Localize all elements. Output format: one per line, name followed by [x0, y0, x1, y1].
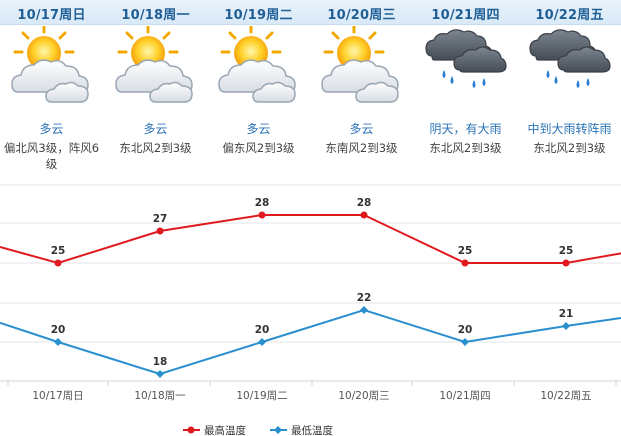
- high-temp-label: 25: [559, 245, 574, 257]
- partly-cloudy-icon: [8, 24, 96, 108]
- x-tick-label: 10/18周一: [134, 390, 186, 402]
- low-temp-label: 22: [357, 292, 372, 304]
- day-header-bar: [0, 0, 621, 25]
- temperature-chart: 10/17周日 10/18周一 10/19周二 10/20周三 10/21周四 10/22…: [0, 184, 621, 436]
- high-temp-label: 25: [458, 245, 473, 257]
- x-tick-label: 10/17周日: [32, 390, 83, 402]
- heavy-rain-icon: [526, 26, 614, 108]
- partly-cloudy-icon: [215, 24, 303, 108]
- high-temp-point: [562, 259, 570, 267]
- low-temp-label: 20: [458, 324, 473, 336]
- low-temp-line: [0, 308, 621, 376]
- high-temp-point: [360, 211, 368, 219]
- day-date: 10/19周二: [224, 8, 293, 23]
- x-tick-label: 10/21周四: [439, 390, 490, 402]
- legend-high-marker: [187, 426, 195, 434]
- day-date: 10/18周一: [121, 8, 190, 23]
- low-temp-label: 20: [51, 324, 66, 336]
- partly-cloudy-icon: [112, 24, 200, 108]
- high-temp-point: [54, 259, 62, 267]
- high-temp-point: [258, 211, 266, 219]
- low-temp-point: [54, 338, 62, 346]
- x-tick-label: 10/22周五: [540, 390, 591, 402]
- low-temp-point: [461, 338, 469, 346]
- weather-description: 多云: [349, 122, 374, 136]
- day-column: 10/19周二 多云偏东风2到3级: [207, 0, 310, 182]
- weather-description: 多云: [39, 122, 64, 136]
- day-column: 10/21周四 阴天，有大雨 东北风2到3级: [414, 0, 517, 182]
- low-temp-point: [258, 338, 266, 346]
- day-date: 10/20周三: [327, 8, 396, 23]
- day-column: 10/18周一 多云东北风2到3级: [104, 0, 207, 182]
- low-temp-label: 20: [255, 324, 270, 336]
- low-temp-label: 18: [153, 356, 168, 368]
- weather-description: 多云: [246, 122, 271, 136]
- wind-description: 偏北风3级，阵风6级: [3, 141, 100, 171]
- low-temp-label: 21: [559, 308, 574, 320]
- low-temp-point: [562, 322, 570, 330]
- high-temp-point: [156, 227, 164, 235]
- day-column: 10/20周三 多云东南风2到3级: [310, 0, 413, 182]
- wind-description: 东北风2到3级: [429, 141, 502, 155]
- high-temp-label: 27: [153, 213, 168, 225]
- wind-description: 东南风2到3级: [325, 141, 398, 155]
- wind-description: 东北风2到3级: [533, 141, 606, 155]
- legend-high-label: 最高温度: [204, 424, 246, 436]
- wind-description: 东北风2到3级: [119, 141, 192, 155]
- weather-description: 多云: [143, 122, 168, 136]
- day-date: 10/22周五: [535, 8, 604, 23]
- wind-description: 偏东风2到3级: [222, 141, 295, 155]
- high-temp-label: 25: [51, 245, 66, 257]
- high-temp-point: [461, 259, 469, 267]
- legend-low-label: 最低温度: [291, 424, 333, 436]
- high-temp-line: [0, 214, 621, 265]
- weather-description: 中到大雨转阵雨: [527, 122, 612, 136]
- partly-cloudy-icon: [318, 24, 406, 108]
- high-temp-label: 28: [357, 197, 372, 209]
- legend-low-marker: [274, 426, 282, 434]
- day-date: 10/17周日: [17, 8, 86, 23]
- low-temp-point: [156, 370, 164, 378]
- x-tick-label: 10/20周三: [338, 390, 389, 402]
- high-temp-label: 28: [255, 197, 270, 209]
- weather-description: 阴天，有大雨: [429, 122, 502, 136]
- day-date: 10/21周四: [431, 8, 500, 23]
- heavy-rain-icon: [422, 26, 510, 108]
- x-tick-label: 10/19周二: [236, 390, 287, 402]
- day-column: 10/17周日 多云偏北风3级，阵风6级: [0, 0, 103, 182]
- low-temp-point: [360, 306, 368, 314]
- day-column: 10/22周五 中到大雨转阵雨 东北风2到3级: [518, 0, 621, 182]
